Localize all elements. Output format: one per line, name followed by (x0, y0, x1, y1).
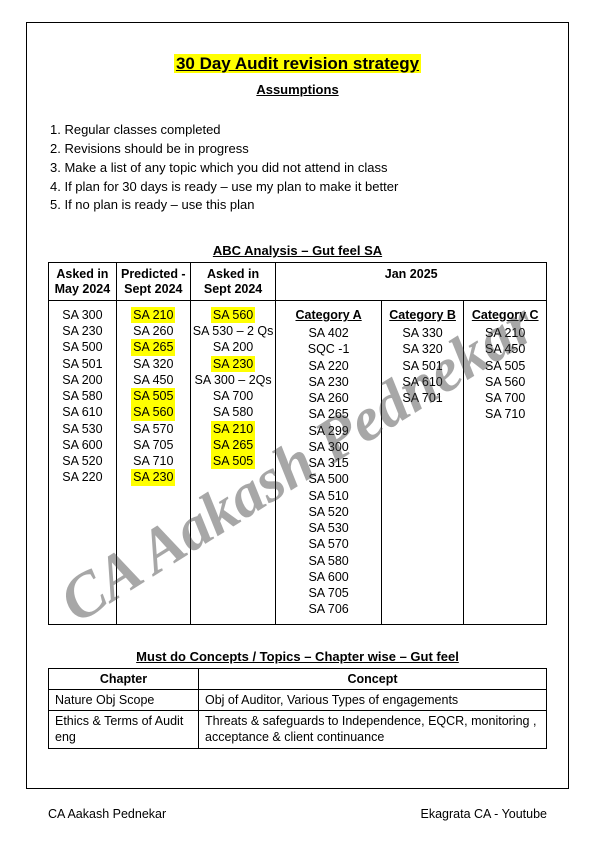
footer-left: CA Aakash Pednekar (48, 807, 166, 821)
subtitle: Assumptions (48, 82, 547, 97)
sa-item: SA 230 (131, 469, 175, 485)
abc-header-pred: Predicted - Sept 2024 (116, 263, 190, 301)
sa-item: SA 600 (308, 569, 348, 585)
assumption-item: 2. Revisions should be in progress (50, 140, 547, 159)
sa-item: SA 705 (308, 585, 348, 601)
sa-item: SA 230 (308, 374, 348, 390)
sa-item: SA 500 (62, 339, 102, 355)
sa-item: SA 260 (133, 323, 173, 339)
category-head: Category C (472, 307, 539, 323)
abc-col-sept: SA 560SA 530 – 2 QsSA 200SA 230SA 300 – … (190, 300, 276, 624)
sa-item: SA 320 (402, 341, 442, 357)
sa-item: SA 299 (308, 423, 348, 439)
topics-concept: Threats & safeguards to Independence, EQ… (199, 711, 547, 749)
sa-item: SA 210 (485, 325, 525, 341)
topics-table: Chapter Concept Nature Obj Scope Obj of … (48, 668, 547, 749)
sa-item: SA 530 (308, 520, 348, 536)
topics-chapter: Ethics & Terms of Audit eng (49, 711, 199, 749)
page-title: 30 Day Audit revision strategy (174, 54, 421, 73)
sa-item: SA 706 (308, 601, 348, 617)
assumptions-list: 1. Regular classes completed 2. Revision… (50, 121, 547, 215)
sa-item: SA 450 (485, 341, 525, 357)
sa-item: SA 505 (131, 388, 175, 404)
sa-item: SA 300 – 2Qs (195, 372, 272, 388)
sa-item: SA 505 (211, 453, 255, 469)
abc-table: Asked in May 2024 Predicted - Sept 2024 … (48, 262, 547, 625)
assumption-item: 1. Regular classes completed (50, 121, 547, 140)
topics-chapter: Nature Obj Scope (49, 689, 199, 710)
topics-row: Nature Obj Scope Obj of Auditor, Various… (49, 689, 547, 710)
sa-item: SA 265 (308, 406, 348, 422)
sa-item: SA 520 (62, 453, 102, 469)
sa-item: SA 580 (62, 388, 102, 404)
footer-right: Ekagrata CA - Youtube (421, 807, 547, 821)
sa-item: SA 501 (62, 356, 102, 372)
sa-item: SA 200 (213, 339, 253, 355)
sa-item: SA 530 (62, 421, 102, 437)
assumption-item: 3. Make a list of any topic which you di… (50, 159, 547, 178)
abc-header-may: Asked in May 2024 (49, 263, 117, 301)
sa-item: SA 210 (211, 421, 255, 437)
sa-item: SA 220 (308, 358, 348, 374)
sa-item: SA 200 (62, 372, 102, 388)
sa-item: SA 580 (213, 404, 253, 420)
sa-item: SA 265 (131, 339, 175, 355)
sa-item: SA 560 (211, 307, 255, 323)
sa-item: SA 265 (211, 437, 255, 453)
topics-row: Ethics & Terms of Audit eng Threats & sa… (49, 711, 547, 749)
abc-col-catA: Category A SA 402SQC -1SA 220SA 230SA 260… (276, 300, 381, 624)
abc-col-pred: SA 210SA 260SA 265SA 320SA 450SA 505SA 5… (116, 300, 190, 624)
footer: CA Aakash Pednekar Ekagrata CA - Youtube (48, 807, 547, 821)
sa-item: SA 700 (213, 388, 253, 404)
sa-item: SA 701 (402, 390, 442, 406)
abc-col-may: SA 300SA 230SA 500SA 501SA 200SA 580SA 6… (49, 300, 117, 624)
topics-heading: Must do Concepts / Topics – Chapter wise… (48, 649, 547, 664)
abc-heading: ABC Analysis – Gut feel SA (48, 243, 547, 258)
sa-item: SA 530 – 2 Qs (193, 323, 274, 339)
sa-item: SA 705 (133, 437, 173, 453)
abc-header-sept: Asked in Sept 2024 (190, 263, 276, 301)
sa-item: SA 320 (133, 356, 173, 372)
sa-item: SA 560 (485, 374, 525, 390)
sa-item: SA 570 (133, 421, 173, 437)
sa-item: SA 450 (133, 372, 173, 388)
sa-item: SA 520 (308, 504, 348, 520)
sa-item: SA 570 (308, 536, 348, 552)
abc-col-catC: Category C SA 210SA 450SA 505SA 560SA 700… (464, 300, 547, 624)
assumption-item: 4. If plan for 30 days is ready – use my… (50, 178, 547, 197)
sa-item: SA 315 (308, 455, 348, 471)
category-head: Category A (295, 307, 361, 323)
topics-header-concept: Concept (199, 668, 547, 689)
sa-item: SA 505 (485, 358, 525, 374)
topics-concept: Obj of Auditor, Various Types of engagem… (199, 689, 547, 710)
title-row: 30 Day Audit revision strategy (48, 54, 547, 74)
sa-item: SA 402 (308, 325, 348, 341)
abc-header-jan: Jan 2025 (276, 263, 547, 301)
sa-item: SA 510 (308, 488, 348, 504)
sa-item: SA 710 (133, 453, 173, 469)
sa-item: SA 230 (211, 356, 255, 372)
topics-header-chapter: Chapter (49, 668, 199, 689)
sa-item: SA 610 (62, 404, 102, 420)
sa-item: SA 560 (131, 404, 175, 420)
sa-item: SA 600 (62, 437, 102, 453)
sa-item: SA 501 (402, 358, 442, 374)
sa-item: SA 210 (131, 307, 175, 323)
sa-item: SA 700 (485, 390, 525, 406)
sa-item: SA 330 (402, 325, 442, 341)
sa-item: SA 500 (308, 471, 348, 487)
sa-item: SA 300 (62, 307, 102, 323)
category-head: Category B (389, 307, 456, 323)
sa-item: SQC -1 (308, 341, 350, 357)
sa-item: SA 610 (402, 374, 442, 390)
sa-item: SA 580 (308, 553, 348, 569)
sa-item: SA 230 (62, 323, 102, 339)
abc-col-catB: Category B SA 330SA 320SA 501SA 610SA 701 (381, 300, 464, 624)
assumption-item: 5. If no plan is ready – use this plan (50, 196, 547, 215)
sa-item: SA 710 (485, 406, 525, 422)
sa-item: SA 260 (308, 390, 348, 406)
sa-item: SA 300 (308, 439, 348, 455)
sa-item: SA 220 (62, 469, 102, 485)
